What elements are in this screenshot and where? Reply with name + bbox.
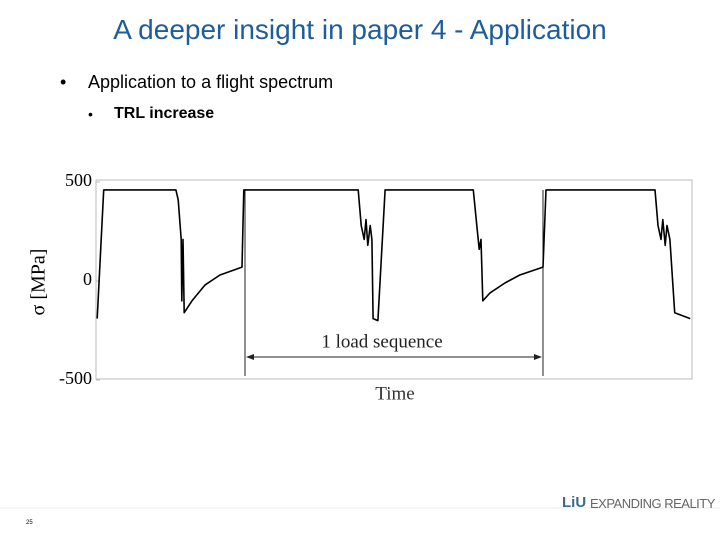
tagline: EXPANDING REALITY (590, 496, 715, 511)
logo: LiU (562, 494, 587, 511)
bullet-marker: • (60, 72, 67, 92)
y-tick-label: -500 (59, 368, 92, 388)
y-axis-label: σ [MPa] (28, 249, 50, 316)
sub-bullet-marker: • (88, 106, 93, 122)
data-line (96, 189, 691, 322)
page-number: 25 (26, 520, 33, 526)
x-axis-label: Time (375, 383, 414, 404)
bullet: Application to a flight spectrum (88, 72, 334, 92)
plot-frame (95, 179, 693, 380)
sub-bullet: TRL increase (114, 105, 215, 122)
slide-title: A deeper insight in paper 4 - Applicatio… (113, 14, 607, 45)
annotation: 1 load sequence (321, 331, 442, 352)
y-tick-label: 500 (65, 170, 92, 190)
y-tick-label: 0 (83, 269, 92, 289)
